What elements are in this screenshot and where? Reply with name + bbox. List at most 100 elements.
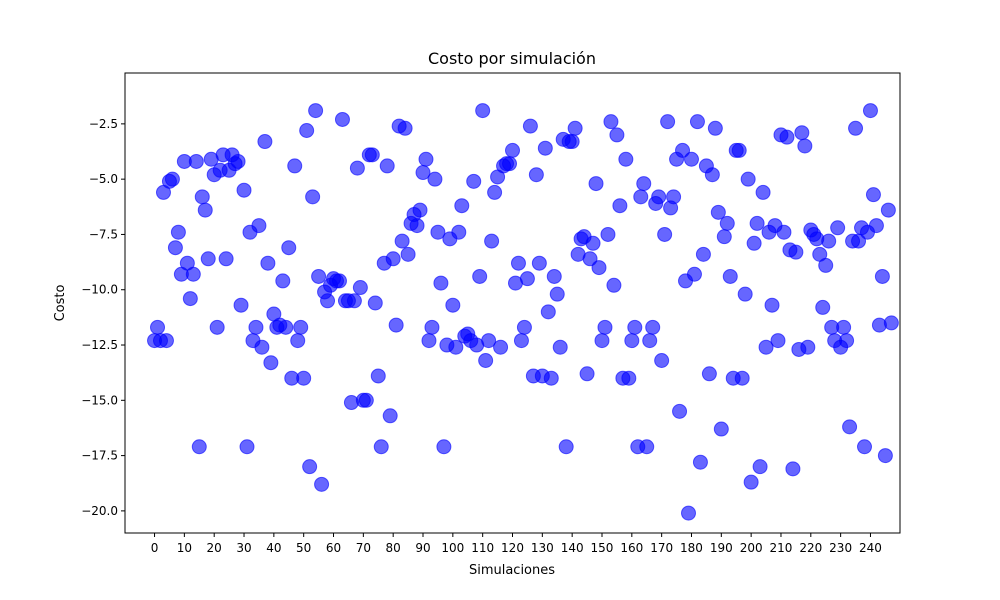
data-point [707,120,723,136]
data-point [349,160,365,176]
data-point [743,474,759,490]
data-point [385,251,401,267]
y-tick-label: −10.0 [81,283,118,297]
data-point [591,260,607,276]
data-point [364,147,380,163]
data-point [502,156,518,172]
data-point [606,277,622,293]
data-point [815,299,831,315]
x-axis: 0 10 20 30 40 50 60 70 80 90 100 110 120 130 140 150 160… [151,533,882,555]
data-point [409,218,425,234]
data-point [236,182,252,198]
data-point [612,198,628,214]
data-point [484,233,500,249]
data-point [675,142,691,158]
data-point [821,233,837,249]
data-point [370,368,386,384]
data-point [257,134,273,150]
y-tick-label: −20.0 [81,504,118,518]
data-point [493,339,509,355]
data-point [785,461,801,477]
data-point [296,370,312,386]
x-axis-label: Simulaciones [469,563,555,578]
data-point [818,257,834,273]
data-point [749,215,765,231]
x-tick-label: 50 [296,541,311,555]
data-point [382,408,398,424]
x-tick-label: 180 [680,541,703,555]
data-point [513,333,529,349]
data-point [755,184,771,200]
data-point [794,125,810,141]
data-point [248,319,264,335]
y-tick-label: −17.5 [81,449,118,463]
data-point [281,240,297,256]
data-point [666,189,682,205]
data-point [293,319,309,335]
data-point [209,319,225,335]
data-point [880,202,896,218]
data-point [185,266,201,282]
data-point [645,319,661,335]
data-point [516,319,532,335]
data-point [758,339,774,355]
x-tick-label: 140 [561,541,584,555]
x-tick-label: 240 [859,541,882,555]
data-point [836,319,852,335]
data-point [239,439,255,455]
x-tick-label: 130 [531,541,554,555]
data-point [433,275,449,291]
data-point [731,142,747,158]
y-tick-label: −15.0 [81,393,118,407]
data-point [642,333,658,349]
data-point [618,151,634,167]
y-tick-label: −7.5 [89,227,118,241]
data-point [779,129,795,145]
x-tick-label: 80 [386,541,401,555]
data-point [275,273,291,289]
data-point [830,220,846,236]
data-point [788,244,804,260]
data-point [394,233,410,249]
data-point [167,240,183,256]
data-point [877,448,893,464]
data-point [170,224,186,240]
data-point [609,127,625,143]
data-point [379,158,395,174]
data-point [848,120,864,136]
data-point [194,189,210,205]
data-point [776,224,792,240]
data-point [358,392,374,408]
data-point [686,266,702,282]
data-point [352,280,368,296]
data-point [624,333,640,349]
data-point [367,295,383,311]
data-point [710,204,726,220]
data-point [537,140,553,156]
data-point [331,273,347,289]
x-tick-label: 40 [266,541,281,555]
data-point [722,268,738,284]
data-point [188,153,204,169]
x-tick-label: 210 [770,541,793,555]
data-point [585,235,601,251]
data-point [764,297,780,313]
data-point [200,251,216,267]
data-point [549,286,565,302]
data-point [287,158,303,174]
data-point [487,184,503,200]
data-point [740,171,756,187]
x-tick-label: 200 [740,541,763,555]
data-point [150,319,166,335]
data-point [737,286,753,302]
data-point [478,353,494,368]
data-point [842,419,858,435]
data-point [475,103,491,119]
chart-title: Costo por simulación [428,49,596,68]
data-point [314,476,330,492]
data-point [436,439,452,455]
data-point [320,293,336,309]
data-point [689,114,705,130]
data-point [445,297,461,313]
